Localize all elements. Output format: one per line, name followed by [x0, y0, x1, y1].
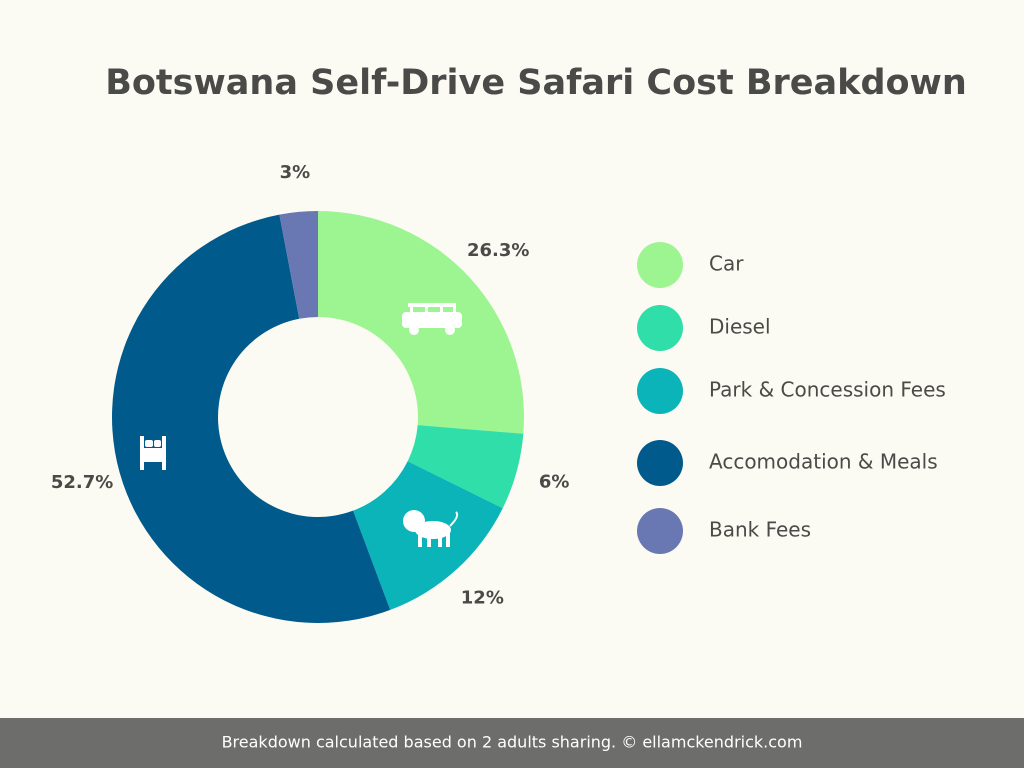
legend-label: Diesel — [709, 315, 771, 339]
legend-swatch — [637, 440, 683, 486]
legend-label: Park & Concession Fees — [709, 378, 946, 402]
footer-note: Breakdown calculated based on 2 adults s… — [222, 733, 803, 752]
legend-label: Car — [709, 252, 744, 276]
legend-label: Bank Fees — [709, 518, 811, 542]
slice — [407, 425, 524, 509]
bed-icon — [140, 436, 166, 470]
value-label: 12% — [461, 588, 504, 609]
car-icon — [402, 303, 462, 335]
value-label: 26.3% — [467, 240, 529, 261]
legend-swatch — [637, 305, 683, 351]
footer-bar — [0, 718, 1024, 768]
legend-swatch — [637, 508, 683, 554]
value-label: 3% — [280, 162, 311, 183]
legend: Car Diesel Park & Concession Fees Accomodat… — [637, 242, 946, 554]
lion-icon — [403, 510, 459, 547]
value-label: 6% — [539, 471, 570, 492]
chart-title: Botswana Self-Drive Safari Cost Breakdow… — [105, 63, 967, 103]
value-label: 52.7% — [51, 472, 113, 493]
icons — [140, 303, 462, 547]
slice — [112, 214, 391, 624]
slice — [279, 211, 318, 319]
legend-swatch — [637, 368, 683, 414]
legend-swatch — [637, 242, 683, 288]
legend-label: Accomodation & Meals — [709, 450, 938, 474]
